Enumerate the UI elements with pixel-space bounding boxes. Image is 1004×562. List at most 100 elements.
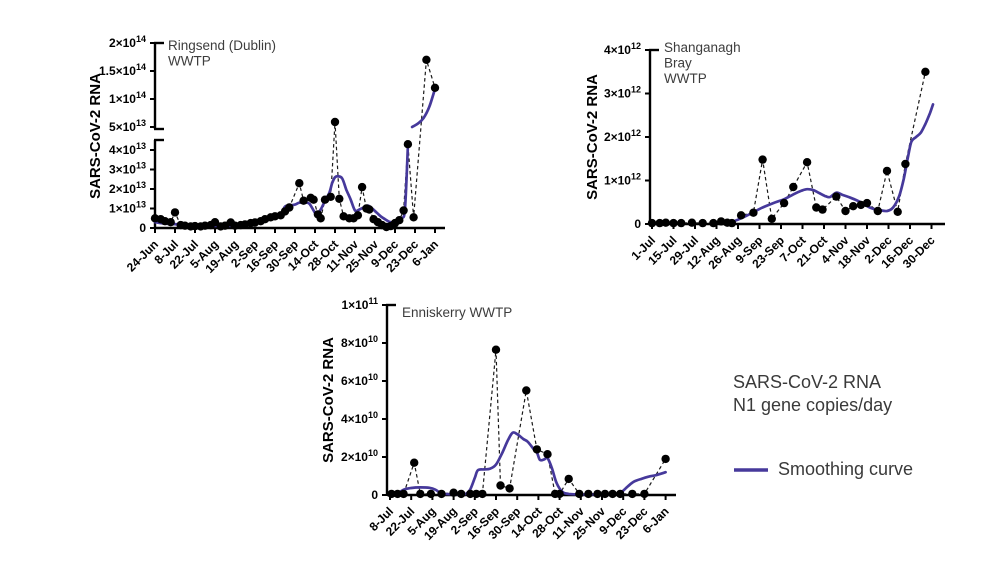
data-point	[532, 445, 542, 454]
data-point	[832, 192, 841, 201]
y-tick-label: 3×1012	[604, 85, 641, 101]
data-series-line	[391, 349, 667, 495]
data-point	[709, 218, 718, 228]
y-tick-label: 2×1012	[604, 128, 641, 144]
data-point	[316, 214, 325, 223]
data-point	[661, 218, 670, 227]
data-point	[426, 489, 436, 499]
data-point	[727, 218, 737, 228]
data-point	[818, 205, 827, 214]
y-tick-label: 0	[634, 217, 641, 231]
y-tick-exponent: 12	[631, 128, 641, 138]
y-tick-label: 3×1013	[109, 161, 146, 177]
data-point	[466, 489, 475, 499]
data-point	[430, 83, 440, 93]
data-point	[647, 218, 657, 228]
data-point	[166, 218, 175, 227]
data-point	[749, 208, 758, 217]
data-point	[335, 194, 344, 203]
smoothing-curve	[719, 103, 935, 225]
data-point	[393, 489, 402, 499]
data-point	[472, 489, 481, 499]
data-point	[873, 206, 882, 216]
y-tick-label: 1×1011	[341, 296, 378, 312]
data-point	[862, 198, 872, 208]
chart-title: Ringsend (Dublin)	[168, 38, 276, 53]
y-tick-exponent: 13	[136, 118, 146, 128]
data-point	[410, 458, 419, 467]
data-point	[403, 140, 413, 149]
data-point	[901, 159, 910, 169]
y-tick-label: 1×1013	[109, 200, 146, 216]
data-point	[849, 202, 858, 211]
y-tick-exponent: 10	[368, 334, 378, 344]
y-tick-label: 2×1013	[109, 180, 146, 196]
y-tick-exponent: 10	[368, 410, 378, 420]
chart-title: Bray	[664, 56, 692, 71]
data-point	[299, 196, 308, 205]
data-point	[628, 489, 637, 499]
chart-title: WWTP	[168, 54, 211, 69]
data-point	[416, 489, 425, 499]
data-point	[326, 192, 335, 201]
data-series-line	[652, 71, 926, 224]
data-point	[893, 207, 902, 216]
data-point	[170, 208, 180, 217]
data-point	[584, 489, 593, 499]
data-point	[353, 211, 363, 220]
smoothing-curve-swatch	[734, 467, 768, 472]
data-point	[593, 489, 602, 499]
chart-shanganagh: 01×10122×10123×10124×10121-Jul15-Jul29-J…	[584, 40, 945, 272]
y-tick-exponent: 12	[631, 85, 641, 95]
legend-smoothing-label: Smoothing curve	[778, 459, 914, 479]
chart-enniskerry: 02×10104×10106×10108×10101×10118-Jul22-J…	[320, 296, 676, 543]
y-tick-exponent: 14	[136, 34, 146, 44]
y-tick-exponent: 14	[136, 90, 146, 100]
chart-title: WWTP	[664, 71, 707, 86]
y-tick-exponent: 13	[136, 141, 146, 151]
data-point	[449, 488, 458, 497]
data-point	[640, 489, 649, 499]
data-point	[399, 206, 408, 215]
data-point	[802, 158, 812, 167]
smoothing-curve	[410, 87, 437, 129]
y-tick-label: 1×1012	[604, 172, 641, 188]
legend-title-line2: N1 gene copies/day	[733, 394, 893, 415]
data-point	[575, 489, 584, 499]
y-tick-exponent: 13	[136, 200, 146, 210]
data-point	[555, 489, 564, 499]
data-point	[330, 117, 340, 127]
data-point	[767, 214, 776, 223]
y-tick-exponent: 13	[136, 180, 146, 190]
y-tick-exponent: 12	[631, 41, 641, 51]
y-tick-label: 1×1014	[109, 90, 146, 106]
legend: SARS-CoV-2 RNA N1 gene copies/day Smooth…	[733, 371, 913, 480]
y-tick-exponent: 11	[368, 296, 378, 306]
data-point	[616, 489, 625, 499]
legend-smoothing-entry: Smoothing curve	[733, 459, 913, 480]
data-point	[309, 195, 318, 204]
y-tick-exponent: 10	[368, 372, 378, 382]
y-tick-exponent: 13	[136, 161, 146, 171]
data-point	[698, 218, 707, 228]
data-point	[409, 213, 418, 222]
data-point	[789, 182, 798, 192]
data-point	[758, 155, 767, 164]
data-point	[422, 55, 431, 64]
data-point	[395, 216, 404, 225]
y-tick-label: 4×1013	[109, 141, 146, 157]
data-point	[687, 218, 697, 227]
data-point	[600, 489, 610, 499]
data-point	[399, 489, 408, 499]
y-tick-exponent: 12	[631, 172, 641, 182]
y-tick-exponent: 14	[136, 62, 146, 72]
chart-ringsend: 0 1×1013 2×1013 3×1013 4×1013 5×1013 1×1014 1.5…	[87, 34, 445, 276]
data-point	[921, 67, 930, 77]
y-tick-label: 1.5×1014	[99, 62, 146, 78]
y-tick-label: 4×1012	[604, 41, 641, 57]
chart-title: Enniskerry WWTP	[402, 305, 512, 320]
data-point	[736, 211, 746, 220]
data-point	[655, 218, 664, 228]
data-point	[522, 386, 531, 395]
